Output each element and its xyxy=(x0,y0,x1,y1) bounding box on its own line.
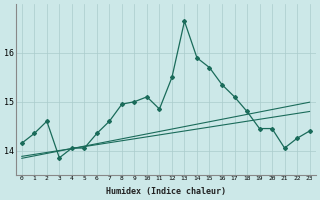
X-axis label: Humidex (Indice chaleur): Humidex (Indice chaleur) xyxy=(106,187,226,196)
